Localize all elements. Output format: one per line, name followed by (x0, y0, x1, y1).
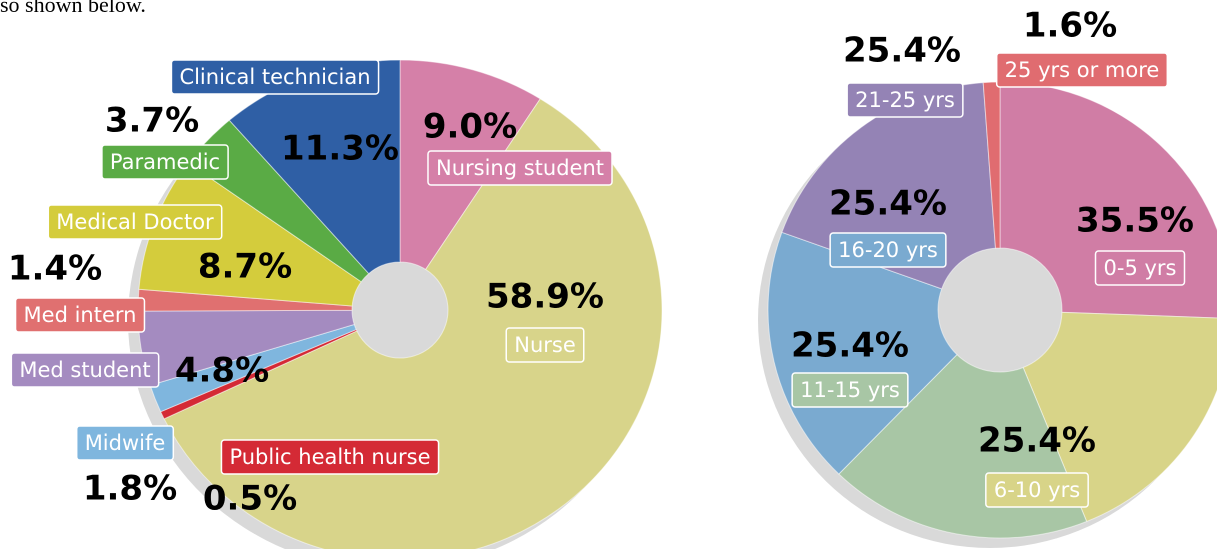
label-box (505, 327, 585, 363)
label-box (995, 52, 1169, 88)
label-box (1094, 250, 1186, 286)
category-label: 11-15 yrs (800, 378, 900, 402)
category-label: 0-5 yrs (1104, 256, 1177, 280)
label-box (10, 352, 160, 388)
value-label: 1.8% (83, 469, 177, 509)
category-label: Clinical technician (179, 65, 370, 89)
value-label: 35.5% (1076, 201, 1194, 241)
label-box (47, 204, 223, 240)
value-label: 25.4% (978, 421, 1096, 461)
label-box (170, 59, 380, 95)
value-label: 58.9% (486, 277, 604, 317)
category-label: Paramedic (110, 150, 220, 174)
label-box (791, 372, 909, 408)
value-label: 3.7% (105, 101, 199, 141)
category-label: Nurse (514, 333, 576, 357)
category-label: Med intern (24, 303, 137, 327)
value-label: 11.3% (281, 129, 399, 169)
category-label: 21-25 yrs (855, 88, 955, 112)
label-box (427, 150, 613, 186)
slice (163, 98, 663, 549)
value-label: 8.7% (198, 247, 292, 287)
value-label: 25.4% (791, 326, 909, 366)
label-box (14, 297, 146, 333)
slice (767, 231, 958, 475)
value-label: 25.4% (843, 31, 961, 71)
category-label: Public health nurse (229, 445, 430, 469)
value-label: 1.4% (8, 249, 102, 289)
category-label: Medical Doctor (56, 210, 214, 234)
slice (1022, 311, 1217, 523)
label-box (220, 439, 440, 475)
label-box (75, 425, 175, 461)
category-label: 16-20 yrs (838, 238, 938, 262)
caption: so shown below. (0, 0, 146, 17)
label-box (846, 82, 964, 118)
donut (128, 59, 663, 549)
category-label: Med student (19, 358, 150, 382)
category-label: 25 yrs or more (1005, 58, 1160, 82)
label-box (101, 144, 229, 180)
value-label: 4.8% (175, 351, 269, 391)
category-label: 6-10 yrs (994, 478, 1080, 502)
value-label: 9.0% (423, 107, 517, 147)
label-box (829, 232, 947, 268)
value-label: 0.5% (203, 479, 297, 519)
label-box (985, 472, 1089, 508)
category-label: Midwife (85, 431, 166, 455)
slice (982, 81, 1001, 249)
category-label: Nursing student (436, 156, 604, 180)
value-label: 1.6% (1023, 6, 1117, 46)
value-label: 25.4% (829, 184, 947, 224)
